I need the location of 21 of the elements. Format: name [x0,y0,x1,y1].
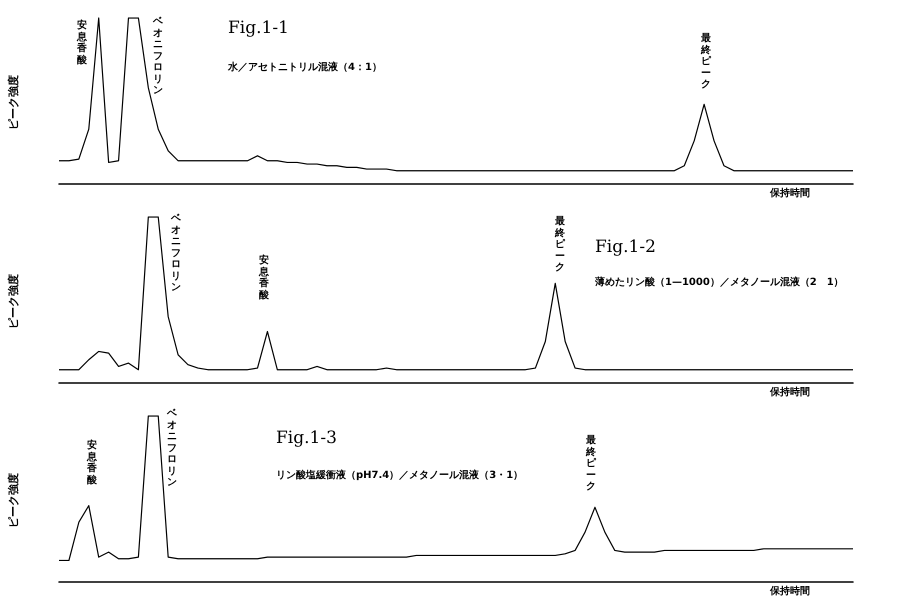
annotation: 最終ピーク [585,435,597,492]
text: 水／アセトニトリル混液（4：1） [228,60,382,74]
text: Fig.1-3 [276,428,337,448]
x-axis-title: 保持時間 [770,386,810,399]
x-axis-title: 保持時間 [770,584,810,596]
x-axis-title: 保持時間 [770,186,810,200]
text: 薄めたリン酸（1—1000）／メタノール混液（2 1） [595,275,844,289]
y-axis-title: ピーク強度 [6,75,21,130]
text: Fig.1-2 [595,237,656,257]
annotation: ベオニフロリン [166,408,178,488]
annotation: ベオニフロリン [170,213,182,294]
annotation: 最終ピーク [554,216,566,274]
annotation: ベオニフロリン [152,16,164,96]
y-axis-title: ピーク強度 [6,473,21,528]
y-axis-title: ピーク強度 [6,274,21,329]
annotation: 最終ピーク [700,33,712,90]
annotation: 安息香酸 [258,255,270,301]
annotation: 安息香酸 [86,440,98,486]
text: リン酸塩緩衝液（pH7.4）／メタノール混液（3・1） [276,468,524,482]
annotation: 安息香酸 [76,20,88,66]
chart-title: Fig.1-1 [228,18,289,38]
